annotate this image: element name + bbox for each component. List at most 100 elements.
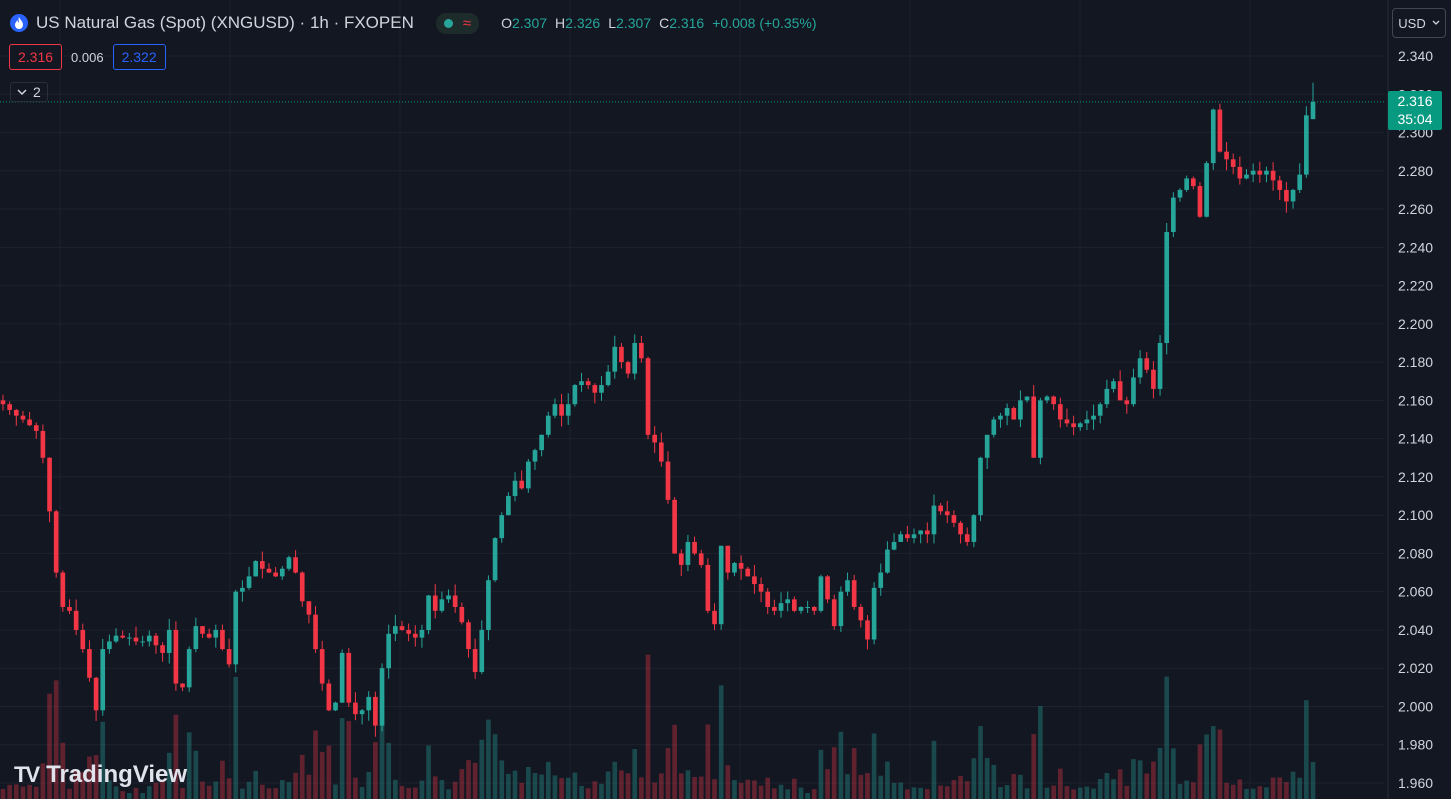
candle-body	[253, 561, 259, 577]
volume-bar	[353, 777, 358, 799]
volume-bar	[685, 770, 691, 799]
candle-body	[1124, 400, 1130, 405]
y-tick-label: 2.200	[1398, 316, 1433, 332]
volume-bar	[499, 760, 505, 799]
volume-bar	[426, 745, 431, 799]
candle-body	[978, 457, 983, 516]
volume-bar	[113, 786, 119, 799]
market-status[interactable]: ≈	[435, 12, 480, 34]
candle-body	[333, 702, 338, 711]
candle-body	[313, 614, 318, 650]
candle-body	[599, 385, 604, 393]
candle-body	[193, 626, 199, 650]
volume-bar	[67, 788, 72, 799]
candle-body	[891, 541, 897, 550]
volume-bar	[672, 724, 677, 799]
last-price-tag: 2.316 35:04	[1388, 91, 1442, 130]
price-axis[interactable]: 1.960 1.980 2.000 2.020 2.040 2.060 2.080 2.100…	[1398, 48, 1433, 791]
volume-bar	[326, 745, 332, 799]
candle-body	[472, 649, 478, 673]
volume-bar	[712, 779, 717, 799]
candle-body	[645, 358, 651, 435]
chart-grid	[0, 0, 1389, 799]
y-tick-label: 2.060	[1398, 584, 1433, 600]
candle-body	[233, 591, 239, 665]
candle-body	[858, 606, 864, 621]
candle-body	[107, 641, 112, 650]
candle-body	[1304, 115, 1309, 175]
volume-bar	[73, 770, 79, 799]
volume-bar	[100, 721, 106, 799]
candle-body	[1284, 189, 1289, 202]
volume-bar	[1057, 768, 1063, 799]
volume-bar	[7, 784, 12, 799]
candle-body	[998, 415, 1003, 420]
volume-bar	[552, 775, 558, 799]
volume-bar	[1084, 786, 1090, 799]
candle-body	[1237, 166, 1243, 179]
volume-bar	[27, 784, 32, 799]
volume-bar	[472, 762, 478, 799]
candle-body	[206, 633, 212, 638]
candle-body	[1177, 189, 1183, 198]
volume-bar	[206, 785, 212, 799]
currency-label: USD	[1398, 15, 1426, 31]
candle-body	[825, 576, 830, 600]
volume-bar	[419, 780, 425, 799]
volume-bar	[984, 757, 990, 799]
ask-button[interactable]: 2.322	[112, 44, 166, 70]
candle-body	[552, 404, 558, 416]
candle-body	[1104, 388, 1110, 405]
candle-body	[818, 576, 824, 611]
candle-body	[506, 496, 511, 516]
volume-bar	[825, 769, 830, 799]
volume-bar	[1164, 676, 1170, 799]
volume-bar	[905, 789, 910, 799]
candle-body	[579, 381, 584, 386]
candle-body	[366, 696, 372, 711]
volume-bar	[273, 788, 278, 799]
volume-bar	[539, 774, 544, 799]
candle-body	[924, 530, 930, 535]
volume-bar	[865, 773, 870, 799]
volume-bar	[1250, 788, 1256, 799]
currency-select[interactable]: USD	[1392, 8, 1446, 38]
candle-body	[1257, 170, 1263, 175]
candle-body	[984, 434, 990, 458]
candle-body	[1204, 163, 1209, 217]
volume-bar	[891, 782, 897, 799]
candle-body	[499, 515, 505, 539]
volume-bar	[466, 760, 471, 799]
volume-bar	[173, 714, 179, 799]
candle-body	[519, 480, 525, 489]
candle-body	[732, 562, 737, 573]
volume-bar	[1277, 777, 1283, 799]
wave-icon: ≈	[462, 14, 472, 32]
volume-bar	[1310, 761, 1316, 799]
candle-body	[911, 534, 917, 539]
symbol-title[interactable]: US Natural Gas (Spot) (XNGUSD) · 1h · FX…	[36, 13, 414, 32]
bid-button[interactable]: 2.316	[9, 44, 63, 70]
candle-body	[466, 622, 471, 650]
volume-bar	[658, 773, 664, 799]
candle-body	[625, 362, 631, 374]
candle-body	[133, 637, 139, 642]
candle-body	[7, 404, 12, 410]
volume-bar	[665, 748, 671, 799]
volume-bar	[938, 785, 943, 799]
indicators-collapse-button[interactable]: 2	[10, 82, 48, 102]
volume-bar	[944, 786, 950, 799]
tradingview-logo[interactable]: TV TradingView	[14, 761, 187, 789]
volume-bar	[40, 763, 46, 799]
volume-bar	[373, 742, 378, 799]
volume-bar	[412, 787, 418, 799]
candle-body	[319, 649, 325, 684]
candle-body	[958, 522, 963, 535]
candle-body	[406, 629, 411, 634]
candle-body	[240, 587, 245, 592]
volume-bar	[240, 788, 245, 799]
volume-bar	[572, 772, 578, 799]
volume-bar	[166, 752, 172, 799]
volume-bar	[339, 718, 345, 799]
